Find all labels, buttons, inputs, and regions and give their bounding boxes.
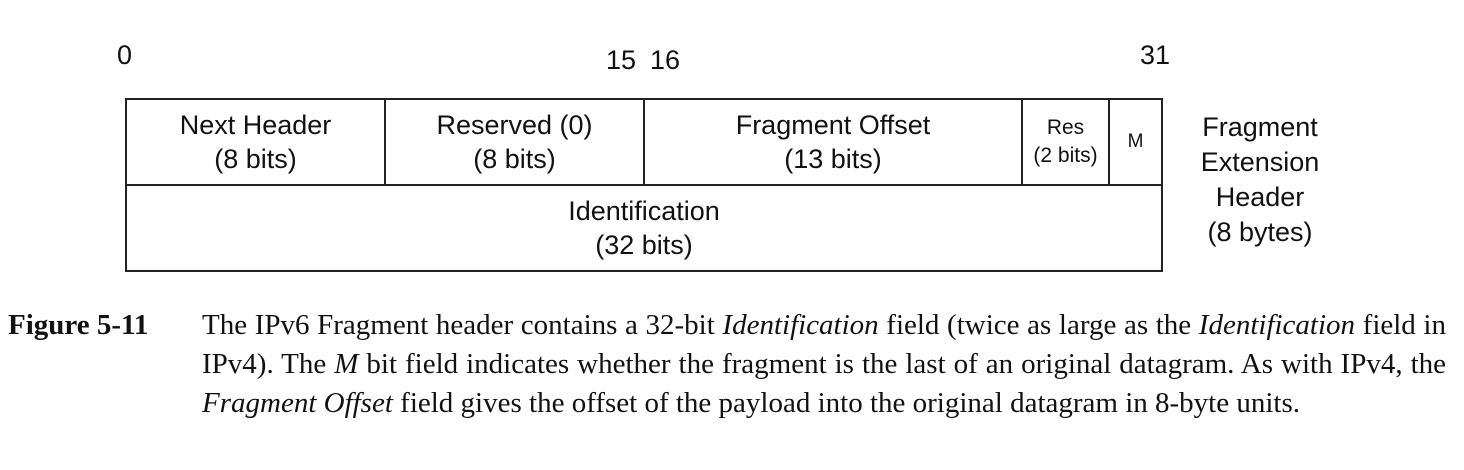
field-fragment-offset-size: (13 bits): [784, 144, 882, 174]
field-m: M: [1108, 98, 1163, 186]
side-label-line-4: (8 bytes): [1207, 217, 1313, 247]
field-next-header: Next Header (8 bits): [125, 98, 386, 186]
side-label-line-1: Fragment: [1202, 112, 1318, 142]
figure-label: Figure 5-11: [8, 309, 149, 341]
bit-number-16: 16: [650, 45, 681, 75]
field-res: Res (2 bits): [1021, 98, 1110, 186]
header-side-label: Fragment Extension Header (8 bytes): [1180, 110, 1340, 250]
caption-italic-identification: Identification: [722, 309, 879, 341]
caption-part-4: bit field indicates whether the fragment…: [358, 348, 1447, 380]
side-label-line-3: Header: [1215, 182, 1305, 212]
caption-part-3: field in IPv4). The: [202, 309, 1446, 380]
field-identification: Identification (32 bits): [125, 184, 1163, 272]
field-identification-name: Identification: [568, 196, 720, 226]
field-fragment-offset-name: Fragment Offset: [735, 110, 931, 140]
fragment-header-diagram: Next Header (8 bits) Reserved (0) (8 bit…: [125, 98, 1163, 272]
caption-italic-m: M: [334, 348, 359, 380]
caption-italic-fragment-offset: Fragment Offset: [202, 387, 393, 419]
caption-italic-identification-2: Identification: [1198, 309, 1356, 341]
field-reserved-size: (8 bits): [473, 144, 556, 174]
caption-part-1: The IPv6 Fragment header contains a 32-b…: [202, 309, 723, 341]
field-reserved: Reserved (0) (8 bits): [384, 98, 645, 186]
field-res-size: (2 bits): [1033, 144, 1098, 167]
caption-part-5: field gives the offset of the payload in…: [392, 387, 1301, 419]
side-label-line-2: Extension: [1200, 147, 1320, 177]
field-reserved-name: Reserved (0): [436, 110, 593, 140]
field-fragment-offset: Fragment Offset (13 bits): [643, 98, 1023, 186]
field-next-header-name: Next Header: [179, 110, 332, 140]
field-res-name: Res: [1046, 116, 1085, 139]
field-identification-size: (32 bits): [595, 230, 693, 260]
figure-caption-text: The IPv6 Fragment header contains a 32-b…: [202, 306, 1446, 423]
field-next-header-size: (8 bits): [214, 144, 297, 174]
field-m-name: M: [1127, 131, 1144, 152]
caption-part-2: field (twice as large as the: [878, 309, 1199, 341]
bit-number-0: 0: [117, 40, 133, 70]
bit-number-15: 15: [606, 45, 637, 75]
bit-number-31: 31: [1140, 40, 1171, 70]
